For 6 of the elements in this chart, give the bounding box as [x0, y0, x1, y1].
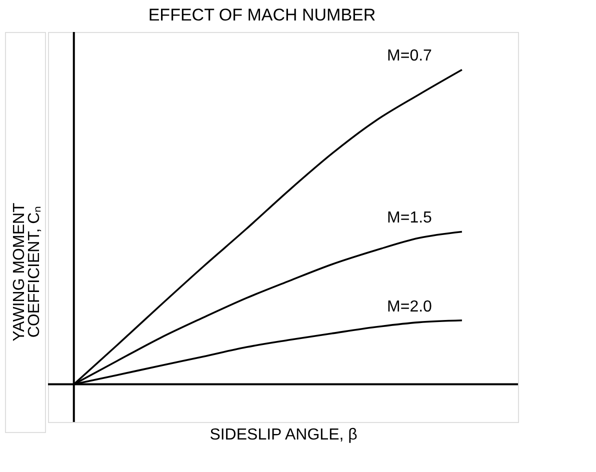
- series-label: M=0.7: [387, 48, 432, 65]
- x-axis-title: SIDESLIP ANGLE, β: [210, 426, 358, 444]
- series-label: M=1.5: [387, 210, 432, 227]
- series-label: M=2.0: [387, 298, 432, 316]
- y-axis-title: YAWING MOMENT COEFFICIENT, Cₙ: [10, 202, 44, 342]
- chart-title: EFFECT OF MACH NUMBER: [148, 6, 376, 24]
